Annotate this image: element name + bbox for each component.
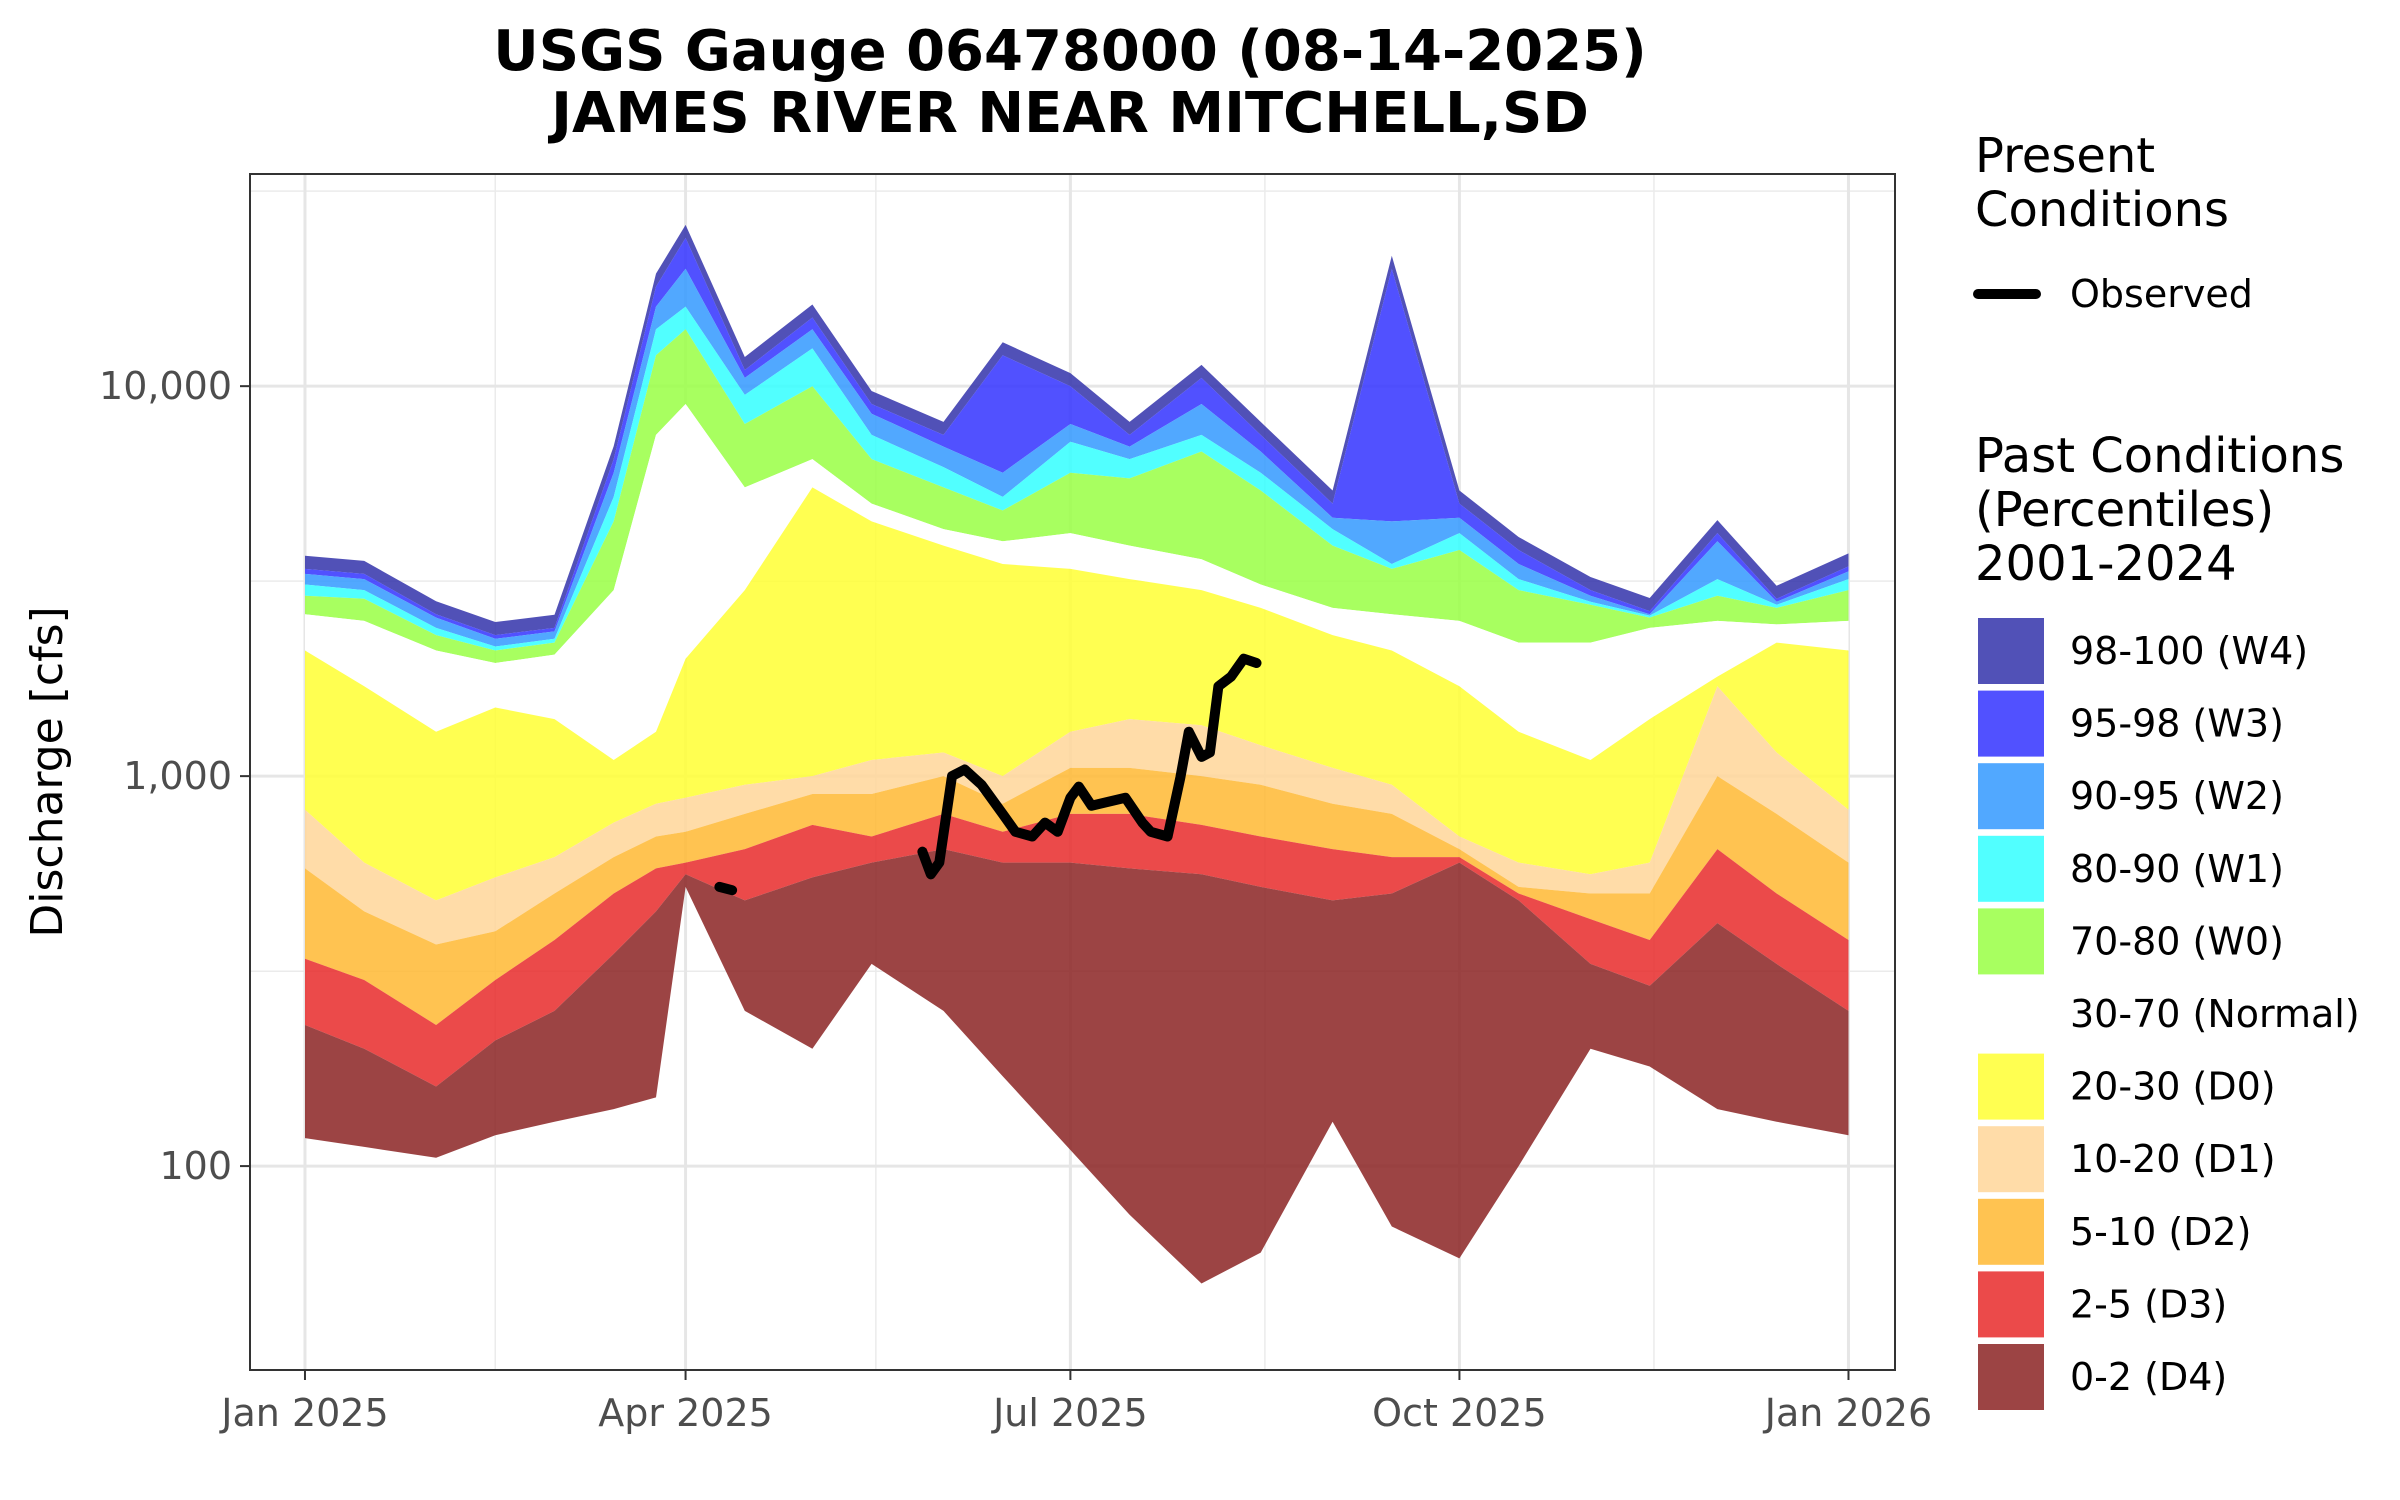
- legend-swatch: [1978, 690, 2044, 757]
- legend-swatch: [1978, 908, 2044, 975]
- band-2-5-d3: [305, 813, 1849, 1087]
- legend-swatch: [1978, 1126, 2044, 1193]
- x-tick-label: Oct 2025: [1372, 1391, 1547, 1435]
- y-tick-label: 10,000: [99, 364, 232, 408]
- band-5-10-d2: [305, 767, 1849, 1025]
- chart-title-line1: USGS Gauge 06478000 (08-14-2025): [493, 19, 1646, 84]
- legend-item-label: 95-98 (W3): [2070, 702, 2284, 746]
- y-tick-label: 1,000: [123, 754, 232, 798]
- legend-item-label: 70-80 (W0): [2070, 919, 2284, 963]
- band-10-20-d1: [305, 686, 1849, 945]
- legend-present: Present Conditions Observed: [1973, 128, 2253, 316]
- legend-item-label: 30-70 (Normal): [2070, 992, 2360, 1036]
- legend-present-title-line2: Conditions: [1975, 182, 2229, 238]
- legend-item-label: 80-90 (W1): [2070, 847, 2284, 891]
- percentile-bands: [305, 224, 1849, 1284]
- legend-item-label: 90-95 (W2): [2070, 774, 2284, 818]
- legend-item-label: 5-10 (D2): [2070, 1210, 2251, 1254]
- observed-series: [714, 653, 1262, 896]
- y-axis-ticks: 100 1,000 10,000: [99, 364, 250, 1188]
- x-tick-label: Jul 2025: [991, 1391, 1148, 1435]
- legend-item-label: 0-2 (D4): [2070, 1355, 2227, 1399]
- legend-swatch: [1978, 1198, 2044, 1265]
- band-30-70-normal: [305, 404, 1849, 760]
- legend-swatch: [1978, 763, 2044, 830]
- x-tick-label: Jan 2026: [1763, 1391, 1932, 1435]
- band-70-80-w0: [305, 329, 1849, 663]
- chart-title-line2: JAMES RIVER NEAR MITCHELL,SD: [547, 81, 1589, 146]
- legend-present-title-line1: Present: [1975, 128, 2155, 184]
- legend-item-label: 20-30 (D0): [2070, 1065, 2276, 1109]
- x-tick-label: Apr 2025: [598, 1391, 773, 1435]
- legend-past-title-line1: Past Conditions: [1975, 428, 2344, 484]
- legend-past: Past Conditions (Percentiles) 2001-2024 …: [1975, 428, 2360, 1410]
- legend-item-label: 10-20 (D1): [2070, 1137, 2276, 1181]
- legend-items: 98-100 (W4) 95-98 (W3) 90-95 (W2) 80-90 (W1…: [1978, 618, 2360, 1410]
- observed-line-segment-1: [714, 881, 738, 896]
- observed-line-segment-2: [917, 653, 1262, 880]
- legend-past-title-line3: 2001-2024: [1975, 536, 2237, 592]
- legend-swatch: [1978, 1053, 2044, 1120]
- y-axis-title: Discharge [cfs]: [22, 606, 73, 937]
- legend-swatch: [1978, 618, 2044, 684]
- legend-item-label: 98-100 (W4): [2070, 629, 2308, 673]
- y-tick-label: 100: [159, 1144, 232, 1188]
- x-tick-label: Jan 2025: [219, 1391, 388, 1435]
- legend-swatch: [1978, 835, 2044, 902]
- plot-panel-border: [249, 173, 1896, 1371]
- legend-item-label: 2-5 (D3): [2070, 1282, 2227, 1326]
- legend-past-title-line2: (Percentiles): [1975, 482, 2274, 538]
- band-20-30-d0: [305, 487, 1849, 901]
- band-0-2-d4: [305, 849, 1849, 1284]
- legend-swatch: [1978, 1271, 2044, 1338]
- x-axis-ticks: Jan 2025 Apr 2025 Jul 2025 Oct 2025 Jan 2026: [219, 1370, 1932, 1435]
- legend-swatch: [1978, 981, 2044, 1047]
- legend-swatch: [1978, 1344, 2044, 1410]
- legend-observed-label: Observed: [2070, 272, 2253, 316]
